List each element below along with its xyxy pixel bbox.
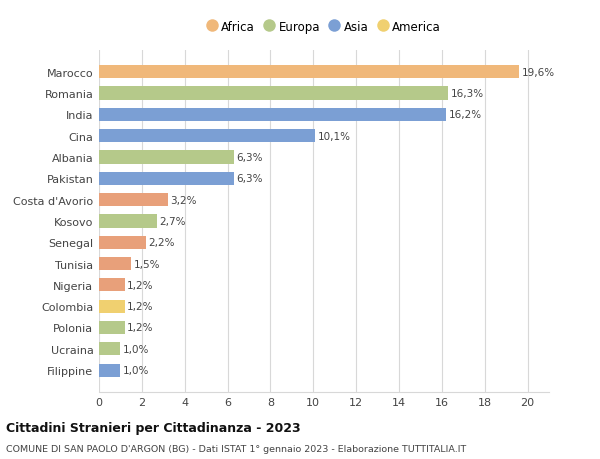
- Bar: [99, 342, 121, 356]
- Text: 10,1%: 10,1%: [318, 131, 351, 141]
- Text: 1,2%: 1,2%: [127, 302, 154, 312]
- Text: 2,7%: 2,7%: [160, 217, 186, 226]
- Bar: [99, 109, 446, 122]
- Bar: [99, 257, 131, 271]
- Text: 1,0%: 1,0%: [123, 344, 149, 354]
- Text: 19,6%: 19,6%: [521, 67, 554, 78]
- Legend: Africa, Europa, Asia, America: Africa, Europa, Asia, America: [203, 17, 445, 37]
- Bar: [99, 151, 234, 164]
- Text: COMUNE DI SAN PAOLO D'ARGON (BG) - Dati ISTAT 1° gennaio 2023 - Elaborazione TUT: COMUNE DI SAN PAOLO D'ARGON (BG) - Dati …: [6, 444, 466, 453]
- Bar: [99, 194, 167, 207]
- Bar: [99, 236, 146, 249]
- Text: 6,3%: 6,3%: [236, 153, 263, 162]
- Text: Cittadini Stranieri per Cittadinanza - 2023: Cittadini Stranieri per Cittadinanza - 2…: [6, 421, 301, 434]
- Bar: [99, 66, 519, 79]
- Text: 6,3%: 6,3%: [236, 174, 263, 184]
- Bar: [99, 87, 448, 101]
- Bar: [99, 215, 157, 228]
- Text: 1,0%: 1,0%: [123, 365, 149, 375]
- Text: 2,2%: 2,2%: [149, 238, 175, 248]
- Text: 1,2%: 1,2%: [127, 280, 154, 290]
- Text: 1,2%: 1,2%: [127, 323, 154, 333]
- Bar: [99, 279, 125, 292]
- Text: 16,2%: 16,2%: [449, 110, 482, 120]
- Text: 3,2%: 3,2%: [170, 195, 197, 205]
- Text: 16,3%: 16,3%: [451, 89, 484, 99]
- Bar: [99, 300, 125, 313]
- Bar: [99, 130, 316, 143]
- Bar: [99, 364, 121, 377]
- Text: 1,5%: 1,5%: [134, 259, 160, 269]
- Bar: [99, 321, 125, 334]
- Bar: [99, 172, 234, 185]
